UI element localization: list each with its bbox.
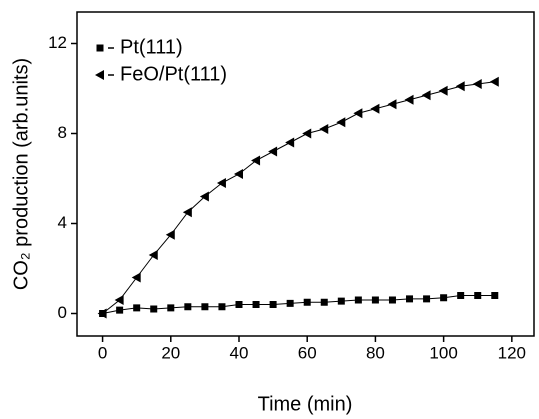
legend-marker — [95, 70, 104, 80]
legend-marker — [96, 44, 104, 52]
data-point — [303, 298, 311, 306]
x-tick-label: 60 — [298, 343, 317, 362]
data-point — [285, 137, 295, 148]
y-tick-label: 4 — [58, 213, 67, 232]
data-point — [455, 81, 465, 92]
plot-frame — [76, 11, 535, 337]
data-point — [184, 303, 192, 311]
x-tick-label: 80 — [366, 343, 385, 362]
data-point — [251, 155, 261, 166]
data-point — [233, 169, 243, 179]
y-tick-label: 8 — [58, 123, 67, 142]
data-point — [440, 294, 448, 302]
data-point — [252, 301, 260, 308]
data-point — [457, 292, 465, 299]
series-line — [102, 81, 495, 314]
data-point — [337, 297, 345, 305]
data-point — [116, 306, 124, 314]
data-point — [404, 94, 414, 105]
data-point — [336, 117, 346, 128]
data-point — [423, 295, 431, 303]
data-point — [371, 296, 379, 304]
data-point — [286, 299, 294, 307]
x-tick-label: 40 — [230, 343, 249, 362]
data-point — [489, 76, 499, 87]
y-axis-label: CO₂ production (arb.units) — [10, 58, 32, 290]
legend-label: Pt(111) — [120, 36, 183, 58]
data-point — [199, 191, 209, 202]
data-point — [370, 103, 380, 114]
data-point — [167, 304, 175, 312]
data-point — [474, 292, 482, 299]
y-tick-label: 0 — [58, 303, 67, 322]
data-point — [268, 146, 278, 157]
data-point — [97, 308, 107, 319]
data-point — [354, 296, 362, 304]
data-point — [319, 124, 329, 134]
x-tick-label: 0 — [98, 343, 107, 362]
data-point — [472, 79, 482, 89]
data-point — [235, 301, 243, 308]
data-point — [165, 229, 175, 240]
x-tick-label: 20 — [161, 343, 180, 362]
data-point — [201, 303, 209, 311]
data-point — [438, 85, 448, 96]
data-point — [269, 301, 277, 308]
data-point — [182, 207, 192, 218]
data-point — [388, 296, 396, 304]
y-tick-label: 12 — [48, 33, 67, 52]
data-point — [133, 304, 141, 312]
data-point — [406, 295, 414, 303]
data-point — [216, 178, 226, 188]
x-tick-label: 100 — [429, 343, 457, 362]
data-point — [131, 272, 141, 283]
data-point — [114, 295, 124, 305]
data-point — [148, 250, 158, 260]
data-point — [218, 303, 226, 311]
x-tick-label: 120 — [498, 343, 526, 362]
series-line — [102, 295, 495, 314]
data-point — [387, 99, 397, 110]
data-point — [150, 305, 158, 313]
data-point — [353, 108, 363, 119]
x-axis-label: Time (min) — [258, 393, 353, 415]
data-point — [320, 298, 328, 306]
data-point — [491, 292, 499, 299]
data-point — [302, 128, 312, 139]
data-point — [421, 90, 431, 101]
legend-label: FeO/Pt(111) — [120, 63, 227, 85]
